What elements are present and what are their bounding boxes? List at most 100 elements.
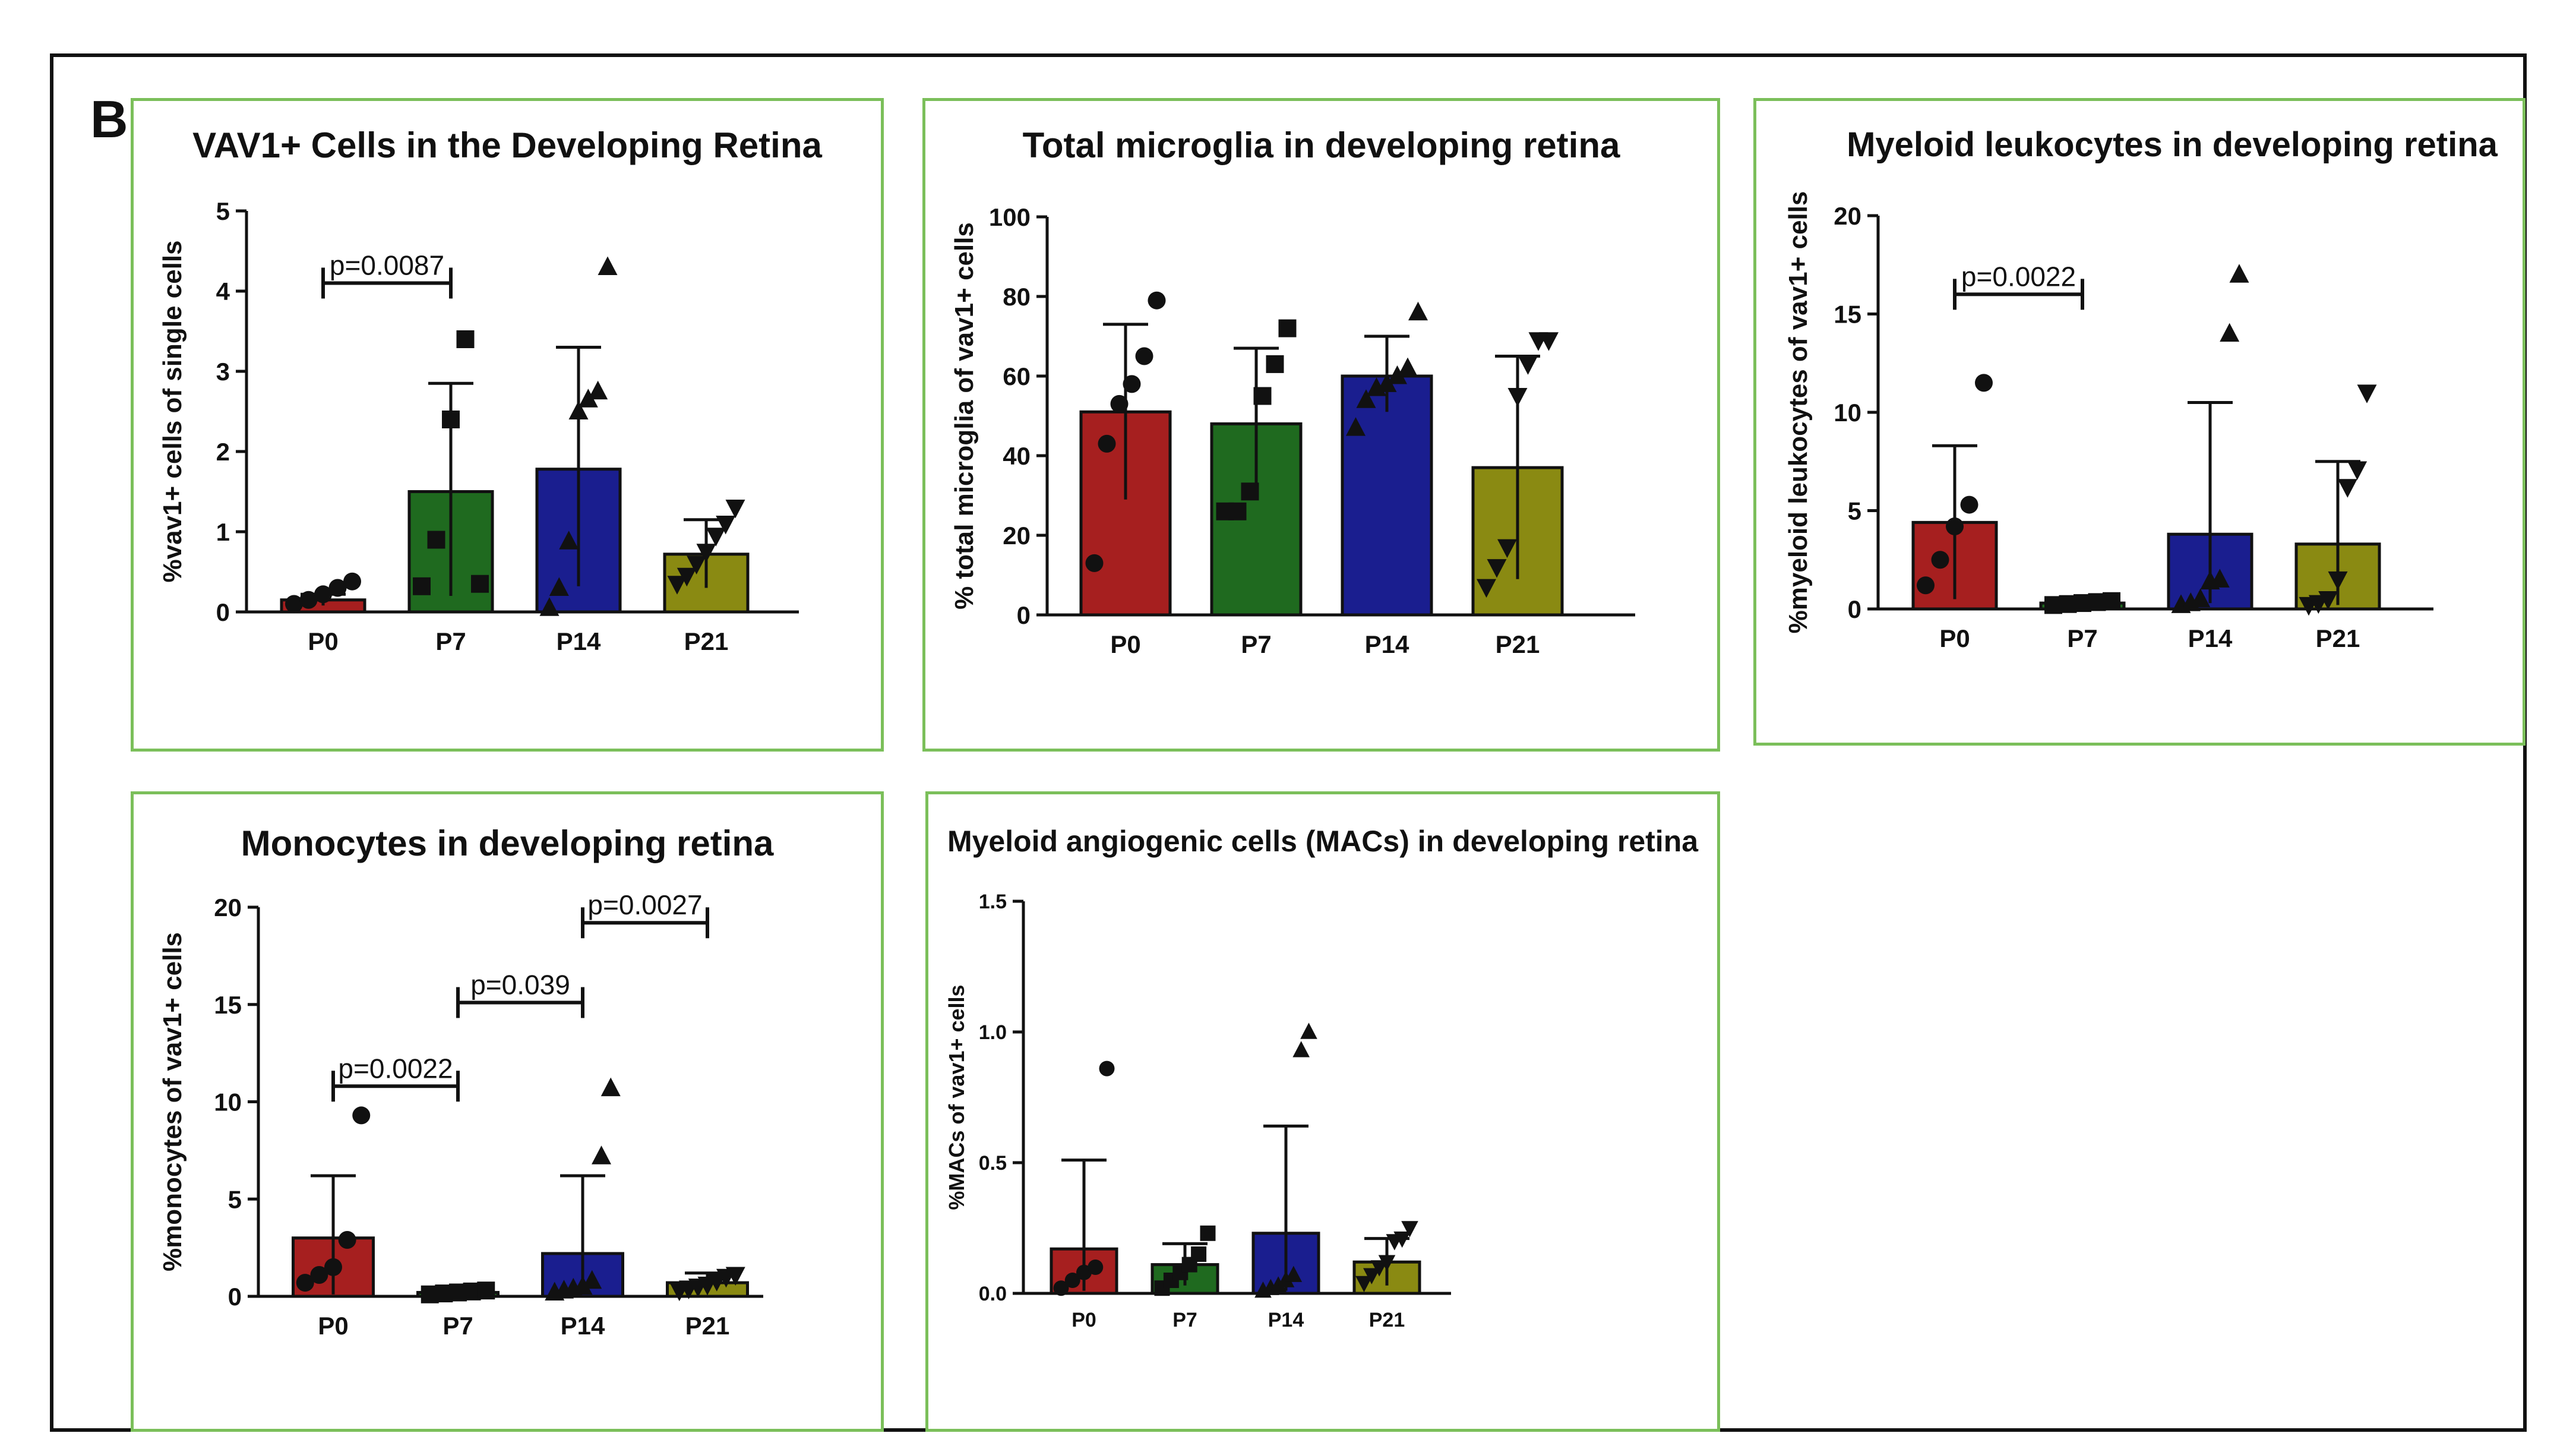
data-point-triangle-down <box>687 555 707 575</box>
chart-title: Monocytes in developing retina <box>241 823 774 863</box>
data-point-circle <box>1098 434 1116 453</box>
data-point-circle <box>1099 1060 1115 1077</box>
p-value-label: p=0.039 <box>470 969 570 1000</box>
data-point-triangle-down <box>2357 384 2377 403</box>
y-tick-label: 80 <box>1003 283 1031 311</box>
data-point-triangle-up <box>1277 1271 1295 1287</box>
data-point-circle <box>1960 495 1978 514</box>
chart-panel-total-microglia: Total microglia in developing retina 0 20… <box>922 98 1720 752</box>
x-tick-label: P14 <box>2188 624 2233 652</box>
data-point-circle <box>343 572 361 591</box>
y-tick-label: 0 <box>228 1283 242 1311</box>
panel-letter: B <box>90 90 128 149</box>
y-axis-label: %vav1+ cells of single cells <box>158 241 187 583</box>
x-tick-label: P7 <box>2067 624 2097 652</box>
y-tick-label: 0 <box>1848 595 1861 623</box>
y-tick-label: 100 <box>989 203 1031 231</box>
data-point-circle <box>1931 551 1949 569</box>
data-point-triangle-up <box>2210 569 2230 588</box>
data-point-circle <box>352 1106 371 1125</box>
data-point-triangle-down <box>1518 356 1538 375</box>
chart-title: Myeloid angiogenic cells (MACs) in devel… <box>947 825 1699 858</box>
y-tick-label: 5 <box>228 1185 242 1213</box>
data-point-triangle-up <box>1387 365 1407 384</box>
data-point-triangle-down <box>2328 571 2348 591</box>
p-value-label: p=0.0027 <box>587 889 702 920</box>
data-point-circle <box>1917 576 1935 595</box>
data-point-circle <box>285 595 303 613</box>
data-point-square <box>1253 387 1272 405</box>
data-point-triangle-up <box>592 1145 611 1164</box>
data-point-circle <box>324 1258 342 1276</box>
y-tick-label: 10 <box>1834 399 1861 427</box>
data-point-triangle-up <box>1408 301 1428 321</box>
data-point-triangle-up <box>578 389 598 408</box>
data-point-triangle-down <box>1355 1276 1373 1292</box>
x-tick-label: P14 <box>1365 630 1409 658</box>
chart-plot: 0.0 0.5 1.0 1.5 %MACs of vav1+ cells P0 P7 P14 P… <box>944 891 1451 1331</box>
data-point-square <box>1191 1246 1207 1262</box>
data-point-triangle-down <box>1363 1268 1380 1284</box>
data-point-triangle-down <box>677 567 697 587</box>
data-point-circle <box>1148 291 1166 310</box>
data-point-circle <box>1123 375 1141 393</box>
y-tick-label: 20 <box>214 894 242 921</box>
data-point-triangle-up <box>2229 264 2249 283</box>
data-point-triangle-down <box>1497 539 1517 558</box>
data-point-triangle-down <box>1477 579 1496 598</box>
y-tick-label: 40 <box>1003 442 1031 470</box>
data-point-triangle-down <box>1507 388 1528 407</box>
p-value-label: p=0.0087 <box>330 250 444 281</box>
data-point-circle <box>296 1274 314 1292</box>
data-point-triangle-up <box>568 400 589 419</box>
data-point-circle <box>1975 374 1993 392</box>
chart-plot: 0 5 10 15 20 %myeloid leukocytes of vav1+ cel… <box>1784 191 2433 652</box>
data-point-square <box>1241 482 1259 501</box>
y-tick-label: 2 <box>216 438 230 466</box>
y-axis-label: % total microglia of vav1+ cells <box>950 222 979 610</box>
chart-panel-monocytes: Monocytes in developing retina 0 5 10 15 20%… <box>131 791 884 1432</box>
data-point-triangle-up <box>549 577 569 596</box>
data-point-square <box>427 531 445 549</box>
y-tick-label: 15 <box>1834 301 1861 329</box>
data-point-triangle-up <box>573 1276 593 1295</box>
y-tick-label: 10 <box>214 1088 242 1116</box>
data-point-circle <box>338 1231 356 1249</box>
data-point-square <box>471 575 489 593</box>
y-tick-label: 0 <box>1017 601 1031 629</box>
data-point-triangle-up <box>588 380 608 400</box>
x-tick-label: P0 <box>308 627 338 655</box>
y-tick-label: 20 <box>1003 522 1031 550</box>
data-point-square <box>456 330 475 348</box>
data-point-triangle-down <box>1393 1231 1411 1248</box>
data-point-circle <box>1085 554 1104 572</box>
data-point-triangle-down <box>716 516 736 535</box>
chart-title: Myeloid leukocytes in developing retina <box>1847 125 2498 164</box>
p-value-label: p=0.0022 <box>338 1053 453 1084</box>
data-point-circle <box>328 579 347 597</box>
x-tick-label: P0 <box>1072 1309 1096 1331</box>
data-point-triangle-down <box>667 576 687 595</box>
y-tick-label: 1.5 <box>979 891 1007 913</box>
data-point-triangle-down <box>1378 1255 1396 1271</box>
y-tick-label: 0 <box>216 598 230 626</box>
data-point-circle <box>1053 1280 1069 1296</box>
x-tick-label: P0 <box>1110 630 1140 658</box>
data-point-triangle-up <box>1300 1022 1317 1039</box>
y-tick-label: 5 <box>1848 497 1861 525</box>
data-point-triangle-down <box>2318 591 2338 610</box>
data-point-triangle-up <box>1292 1041 1310 1058</box>
x-tick-label: P7 <box>435 627 466 655</box>
y-tick-label: 1.0 <box>979 1021 1007 1044</box>
x-tick-label: P14 <box>1268 1309 1304 1331</box>
data-point-square <box>1200 1225 1216 1241</box>
data-point-square <box>442 411 460 428</box>
y-tick-label: 3 <box>216 358 230 386</box>
y-axis-label: %monocytes of vav1+ cells <box>158 932 187 1271</box>
data-point-square <box>1266 355 1284 373</box>
bar-p14 <box>1341 374 1433 617</box>
data-point-circle <box>310 1265 328 1284</box>
x-tick-label: P7 <box>1241 630 1271 658</box>
data-point-square <box>1278 319 1297 337</box>
